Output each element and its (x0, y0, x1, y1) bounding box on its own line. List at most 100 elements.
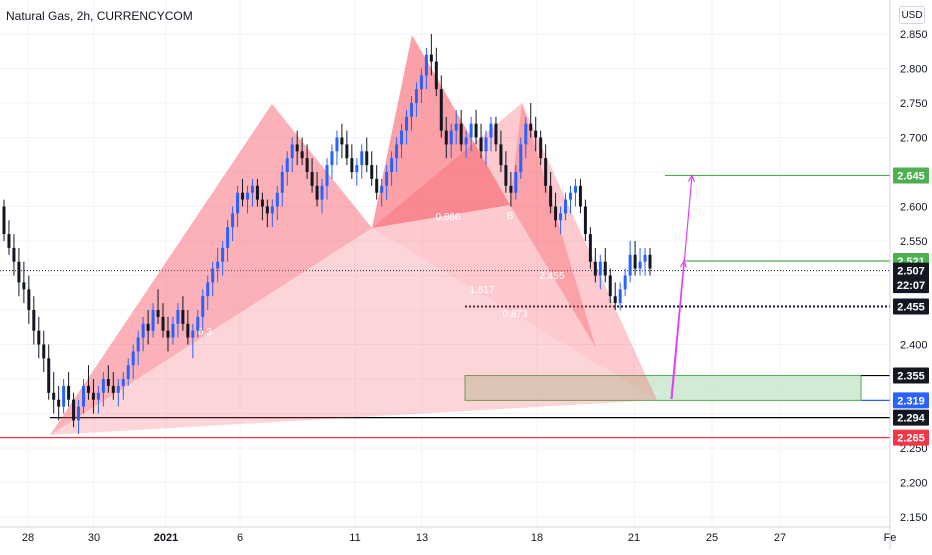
candle-body (628, 254, 632, 276)
candle-body (245, 192, 249, 200)
candle-body (106, 379, 110, 386)
candle-body (489, 123, 493, 138)
pattern-xbd-triangle (50, 228, 657, 435)
currency-button[interactable]: USD (899, 6, 925, 24)
candle-body (191, 330, 195, 338)
candle-body (300, 151, 304, 159)
price-label-countdown-bg (893, 277, 929, 294)
x-tick-label: 6 (237, 532, 243, 544)
y-tick-label: 2.250 (900, 443, 928, 455)
y-tick-label: 2.400 (900, 340, 928, 352)
candle-body (7, 234, 11, 248)
candle-body (603, 261, 607, 276)
candle-body (52, 392, 56, 400)
pattern-ratio-label: B (507, 211, 514, 222)
pattern-xab-triangle (50, 104, 372, 435)
candle-body (375, 178, 379, 193)
candle-body (459, 123, 463, 145)
candle-body (568, 192, 572, 200)
price-label-stop-bg (893, 429, 929, 446)
candle-body (573, 185, 577, 193)
candle-body (47, 358, 51, 393)
candle-body (67, 385, 71, 400)
chart-title: Natural Gas, 2h, CURRENCYCOM (6, 9, 193, 23)
levels (0, 174, 890, 439)
x-tick-label: 11 (349, 532, 360, 544)
candle-body (365, 151, 369, 166)
price-label-support: 2.294 (897, 413, 925, 425)
candle-body (101, 379, 105, 393)
x-tick-label: 30 (88, 532, 100, 544)
candle-body (176, 310, 180, 324)
candle-body (111, 385, 115, 393)
candle-body (623, 275, 627, 290)
x-tick-label: 27 (774, 532, 786, 544)
candle-body (57, 399, 61, 407)
pattern-ratio-label: 0.3 (198, 327, 212, 338)
candle-body (464, 137, 468, 145)
candle-body (146, 323, 150, 331)
candle-body (72, 399, 76, 421)
candle-body (156, 310, 160, 317)
candle-body (524, 123, 528, 145)
candle-body (409, 103, 413, 117)
price-label-support-bg (893, 409, 929, 426)
candle-body (559, 213, 563, 221)
candle-body (216, 261, 220, 269)
candle-body (638, 261, 642, 269)
candle-body (360, 151, 364, 166)
pattern-ratio-label: 0.873 (502, 309, 527, 320)
candle-body (136, 337, 140, 352)
price-label-countdown: 22:07 (897, 280, 925, 292)
candle-body (350, 158, 354, 172)
candle-body (395, 144, 399, 159)
price-label-target: 2.645 (897, 170, 925, 182)
candle-body (330, 151, 334, 166)
candle-body (578, 185, 582, 207)
harmonic-pattern: 0.866 B 2.455 1.617 0.873 0.3 (50, 35, 657, 435)
x-tick-label: 2021 (154, 532, 178, 544)
candle-body (494, 123, 498, 145)
candle-body (355, 165, 359, 172)
candle-body (648, 254, 652, 269)
candle-body (419, 75, 423, 90)
price-label-last: 2.507 (897, 266, 925, 278)
candle-body (116, 385, 120, 393)
pattern-ratio-label: 2.455 (539, 271, 564, 282)
candle-body (211, 268, 215, 283)
candle-body (42, 344, 46, 359)
candle-body (504, 165, 508, 186)
y-tick-label: 2.700 (900, 133, 928, 145)
price-label-entry-bg (893, 392, 929, 409)
projection-arrow-2 (671, 175, 693, 400)
candle-body (588, 234, 592, 262)
candle-body (564, 199, 568, 214)
candle-body (126, 365, 130, 379)
y-tick-label: 2.550 (900, 236, 928, 248)
pattern-ratio-label: 1.617 (469, 285, 494, 296)
candle-body (434, 61, 438, 90)
candle-body (196, 316, 200, 331)
x-tick-label: 21 (628, 532, 640, 544)
candle-body (320, 185, 324, 200)
candle-body (499, 144, 503, 166)
candle-body (340, 137, 344, 145)
candle-body (161, 316, 165, 331)
candle-body (151, 310, 155, 331)
candle-body (449, 130, 453, 145)
candle-body (166, 330, 170, 338)
candle-body (275, 192, 279, 207)
candle-body (554, 206, 558, 221)
candle-body (534, 130, 538, 138)
candle-body (444, 130, 448, 145)
pattern-inner-triangle (510, 103, 596, 348)
candle-body (206, 282, 210, 297)
candle-body (171, 323, 175, 338)
y-tick-label: 2.200 (900, 478, 928, 490)
price-label-zone_top: 2.355 (897, 371, 925, 383)
candle-body (2, 206, 6, 235)
candle-body (380, 185, 384, 193)
